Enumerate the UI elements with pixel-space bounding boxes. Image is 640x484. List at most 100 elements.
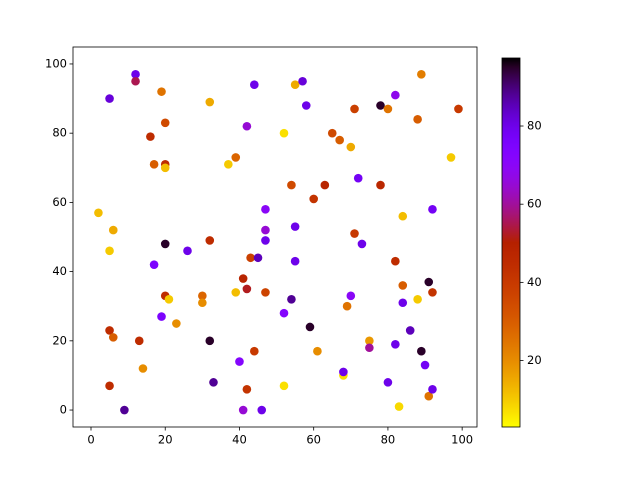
point: [120, 405, 129, 415]
point: [250, 346, 259, 356]
point: [313, 346, 322, 356]
point: [198, 298, 207, 308]
y-tick-label: 20: [52, 333, 67, 347]
x-tick-label: 40: [232, 433, 247, 447]
point: [238, 405, 248, 415]
colorbar: [501, 57, 521, 428]
point: [353, 173, 363, 183]
plot-frame: [72, 46, 478, 428]
point: [346, 291, 356, 301]
point: [261, 236, 270, 245]
point: [205, 236, 215, 245]
point: [172, 319, 181, 328]
point: [398, 281, 408, 290]
point: [205, 97, 215, 107]
y-tick-label: 40: [52, 264, 67, 278]
point: [238, 274, 248, 283]
point: [398, 211, 408, 221]
point: [346, 142, 356, 152]
point: [94, 208, 103, 218]
point: [160, 239, 170, 249]
point: [287, 294, 296, 304]
point: [365, 343, 374, 353]
point: [105, 381, 114, 391]
point: [231, 153, 241, 162]
point: [287, 180, 296, 190]
point: [383, 104, 393, 114]
point: [391, 90, 400, 100]
point: [335, 135, 344, 145]
point: [279, 128, 289, 138]
point: [320, 180, 330, 190]
point: [149, 160, 159, 169]
point: [279, 308, 289, 318]
point: [160, 163, 170, 173]
point: [205, 336, 215, 346]
point: [428, 288, 437, 297]
point: [157, 87, 166, 96]
point: [446, 153, 456, 162]
point: [290, 222, 300, 231]
point: [261, 288, 270, 297]
point: [131, 70, 140, 79]
point: [134, 336, 144, 346]
x-tick-label: 60: [306, 433, 321, 447]
point: [149, 260, 159, 269]
point: [420, 360, 430, 370]
colorbar-tick-label: 60: [527, 197, 542, 211]
point: [350, 104, 359, 114]
point: [301, 101, 311, 110]
point: [279, 381, 289, 391]
point: [183, 246, 192, 256]
colorbar-tick-label: 80: [527, 119, 542, 133]
point: [365, 336, 374, 346]
point: [224, 160, 233, 169]
point: [383, 378, 393, 387]
point: [424, 391, 434, 401]
point: [454, 104, 463, 114]
point: [298, 76, 307, 86]
point: [398, 298, 408, 308]
point: [339, 367, 348, 377]
point: [261, 225, 270, 235]
y-tick-label: 0: [60, 403, 67, 417]
point: [146, 132, 155, 141]
point: [376, 101, 385, 110]
point: [305, 322, 315, 332]
point: [250, 80, 259, 90]
colorbar-tick-label: 40: [527, 275, 542, 289]
point: [257, 405, 267, 415]
y-tick-label: 60: [52, 195, 67, 209]
point: [164, 294, 174, 304]
point: [108, 225, 118, 235]
point: [105, 246, 114, 256]
point: [242, 121, 252, 131]
point: [417, 70, 426, 79]
point: [405, 326, 415, 335]
point: [231, 288, 241, 297]
y-tick-label: 100: [45, 56, 67, 70]
point: [290, 256, 300, 266]
point: [357, 239, 367, 249]
point: [242, 284, 252, 294]
point: [246, 253, 255, 263]
point: [394, 402, 404, 411]
point: [261, 205, 270, 214]
x-tick-label: 0: [87, 433, 94, 447]
point: [131, 76, 140, 86]
point: [342, 301, 352, 311]
point: [160, 118, 170, 128]
point: [417, 346, 426, 356]
point: [138, 364, 148, 373]
point: [242, 384, 252, 394]
point: [428, 384, 437, 394]
point: [391, 256, 400, 266]
point: [413, 294, 422, 304]
point: [108, 333, 118, 342]
point: [290, 80, 300, 90]
point: [428, 205, 437, 214]
point: [350, 229, 359, 238]
y-tick-label: 80: [52, 126, 67, 140]
x-tick-label: 100: [451, 433, 473, 447]
